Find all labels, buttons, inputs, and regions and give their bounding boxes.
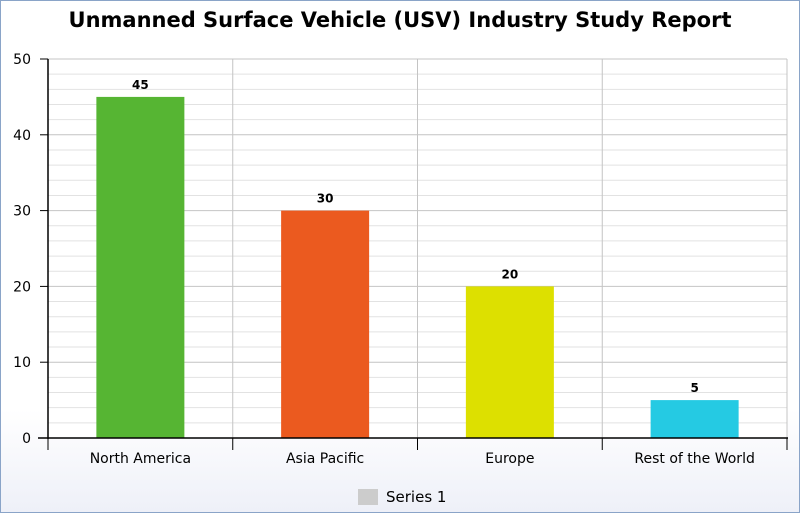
axes [38, 58, 788, 450]
bars [96, 96, 739, 439]
bar [96, 96, 185, 439]
chart-title: Unmanned Surface Vehicle (USV) Industry … [68, 8, 732, 32]
data-label: 30 [317, 192, 334, 206]
y-tick-label: 30 [13, 204, 31, 220]
data-label: 45 [132, 78, 149, 92]
data-label: 20 [502, 267, 519, 281]
x-tick-label: Asia Pacific [286, 451, 364, 467]
bar [281, 210, 370, 438]
y-tick-label: 0 [22, 431, 31, 447]
data-label: 5 [690, 381, 698, 395]
y-tick-label: 10 [13, 355, 31, 371]
x-tick-label: Rest of the World [634, 451, 754, 467]
y-tick-label: 40 [13, 128, 31, 144]
legend: Series 1 [358, 488, 446, 506]
x-tick-label: Europe [485, 451, 534, 467]
legend-label: Series 1 [386, 488, 447, 506]
bar [465, 286, 554, 438]
y-tick-label: 20 [13, 279, 31, 295]
y-tick-label: 50 [13, 52, 31, 68]
legend-swatch [358, 489, 378, 505]
x-tick-label: North America [90, 451, 191, 467]
bar [650, 400, 739, 438]
